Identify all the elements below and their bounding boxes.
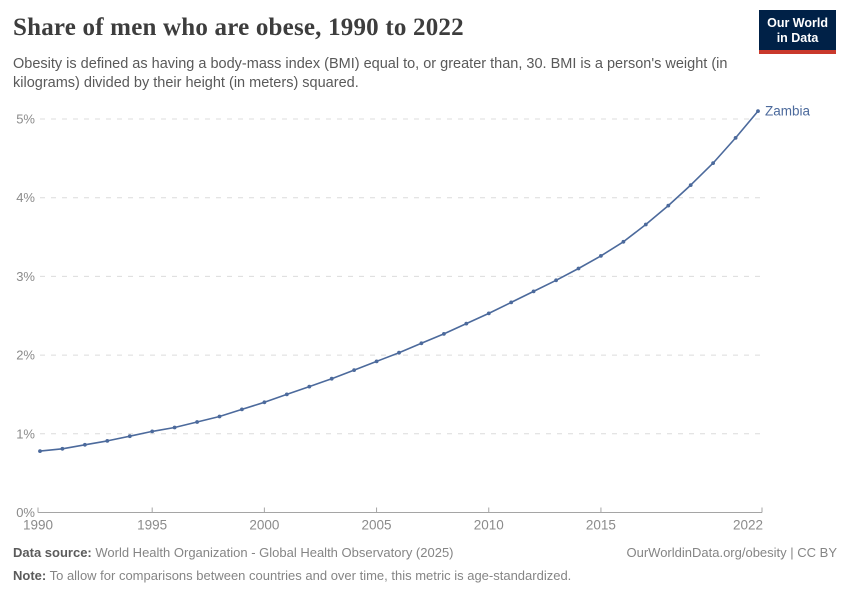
data-point[interactable] — [531, 289, 536, 294]
owid-logo[interactable]: Our World in Data — [759, 10, 836, 54]
data-point[interactable] — [397, 350, 401, 355]
data-point[interactable] — [284, 392, 289, 397]
data-point[interactable] — [688, 183, 693, 188]
data-point[interactable] — [307, 384, 312, 389]
data-point[interactable] — [711, 161, 715, 166]
data-point[interactable] — [127, 434, 132, 439]
data-point[interactable] — [150, 429, 155, 434]
data-point[interactable] — [464, 321, 469, 326]
data-point[interactable] — [756, 109, 760, 113]
data-point[interactable] — [374, 359, 379, 364]
note-text: Note: To allow for comparisons between c… — [13, 568, 572, 583]
license-link[interactable]: OurWorldinData.org/obesity | CC BY — [626, 545, 838, 560]
x-tick-label: 2000 — [249, 518, 279, 533]
x-tick-label: 2005 — [362, 518, 392, 533]
owid-logo-line2: in Data — [776, 31, 819, 45]
data-point[interactable] — [621, 239, 626, 244]
data-point[interactable] — [38, 449, 42, 453]
y-tick-label: 1% — [16, 426, 35, 441]
obesity-line-chart[interactable]: 0% 1% 2% 3% 4% 5% 1990 1995 2000 2005 2010 2015 2022… — [0, 0, 850, 545]
y-tick-label: 3% — [16, 269, 35, 284]
y-tick-label: 2% — [16, 348, 35, 363]
data-point[interactable] — [217, 414, 222, 419]
data-point[interactable] — [105, 439, 110, 443]
data-point[interactable] — [419, 341, 424, 346]
data-point[interactable] — [486, 311, 491, 316]
data-point[interactable] — [262, 400, 267, 405]
data-point[interactable] — [442, 332, 446, 336]
data-point[interactable] — [60, 446, 65, 451]
chart-subtitle: Obesity is defined as having a body-mass… — [13, 56, 728, 91]
y-tick-label: 4% — [16, 190, 35, 205]
data-point[interactable] — [554, 278, 558, 283]
y-tick-label: 0% — [16, 505, 35, 520]
data-point[interactable] — [643, 222, 648, 227]
x-tick-label: 2010 — [474, 518, 504, 533]
owid-logo-line1: Our World — [767, 16, 828, 30]
series-line-zambia[interactable] — [39, 110, 759, 452]
data-point[interactable] — [329, 376, 334, 381]
chart-footer: Data source: World Health Organization -… — [13, 545, 837, 583]
data-point[interactable] — [195, 420, 200, 424]
data-point[interactable] — [240, 407, 244, 412]
data-point[interactable] — [352, 368, 356, 372]
page-title: Share of men who are obese, 1990 to 2022 — [13, 14, 464, 41]
data-source-text: Data source: World Health Organization -… — [13, 545, 454, 560]
data-point[interactable] — [576, 266, 581, 271]
data-point[interactable] — [733, 136, 738, 140]
series-label-zambia[interactable]: Zambia — [765, 104, 811, 119]
data-point[interactable] — [666, 203, 671, 208]
data-point[interactable] — [172, 425, 177, 430]
x-tick-label: 1990 — [23, 518, 53, 533]
y-tick-label: 5% — [16, 112, 35, 127]
data-point[interactable] — [83, 442, 87, 447]
data-point[interactable] — [599, 254, 603, 258]
x-tick-label: 1995 — [137, 518, 167, 533]
data-source-label: Data source: — [13, 545, 92, 560]
data-point[interactable] — [509, 300, 514, 305]
x-tick-label: 2015 — [586, 518, 616, 533]
x-tick-label: 2022 — [733, 518, 763, 533]
note-label: Note: — [13, 568, 47, 583]
